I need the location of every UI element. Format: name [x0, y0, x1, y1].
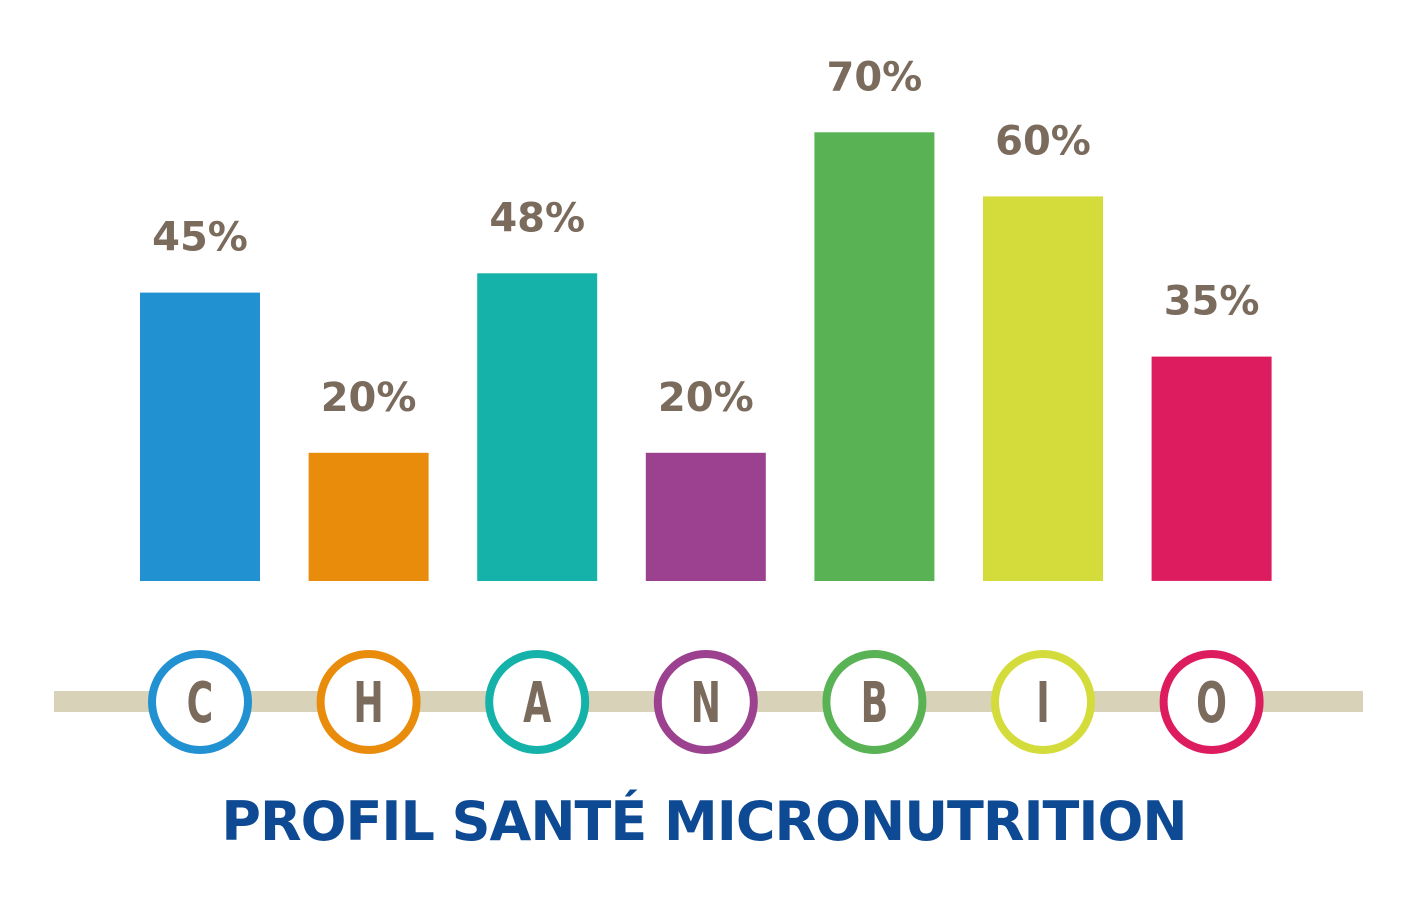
category-label-O: O: [1196, 670, 1227, 735]
category-badge-C: C: [148, 650, 252, 754]
category-label-B: B: [861, 670, 889, 735]
bar-B: [814, 132, 935, 582]
bar-C: [140, 292, 260, 581]
value-label-I: 60%: [995, 118, 1091, 164]
category-badge-I: I: [991, 650, 1095, 754]
category-ring-I: [991, 650, 1095, 754]
chart-title: PROFIL SANTÉ MICRONUTRITION: [221, 790, 1187, 853]
category-label-I: I: [1036, 670, 1049, 735]
value-label-C: 45%: [152, 215, 248, 261]
category-label-C: C: [187, 670, 214, 735]
bar-A: [477, 273, 598, 581]
category-ring-N: [653, 650, 758, 754]
bar-N: [645, 452, 766, 581]
category-ring-C: [148, 650, 252, 754]
value-label-O: 35%: [1164, 279, 1260, 325]
bar-H: [308, 452, 429, 581]
category-ring-H: [316, 650, 421, 754]
category-badge-B: B: [822, 650, 927, 754]
value-label-A: 48%: [489, 195, 585, 241]
value-label-H: 20%: [321, 375, 417, 421]
value-label-N: 20%: [658, 375, 754, 421]
category-badge-N: N: [653, 650, 758, 754]
category-label-H: H: [353, 670, 383, 735]
value-labels-group: 45% 20% 48% 20% 70% 60% 35%: [152, 54, 1260, 421]
value-label-B: 70%: [827, 54, 923, 100]
bar-I: [983, 196, 1103, 581]
bars-group: [140, 132, 1272, 582]
category-ring-B: [822, 650, 927, 754]
category-badge-A: A: [485, 650, 590, 754]
category-ring-O: [1159, 650, 1264, 754]
category-label-A: A: [523, 670, 551, 735]
category-badge-O: O: [1159, 650, 1264, 754]
category-label-N: N: [691, 670, 721, 735]
bar-O: [1151, 356, 1272, 581]
category-ring-A: [485, 650, 590, 754]
category-badge-H: H: [316, 650, 421, 754]
